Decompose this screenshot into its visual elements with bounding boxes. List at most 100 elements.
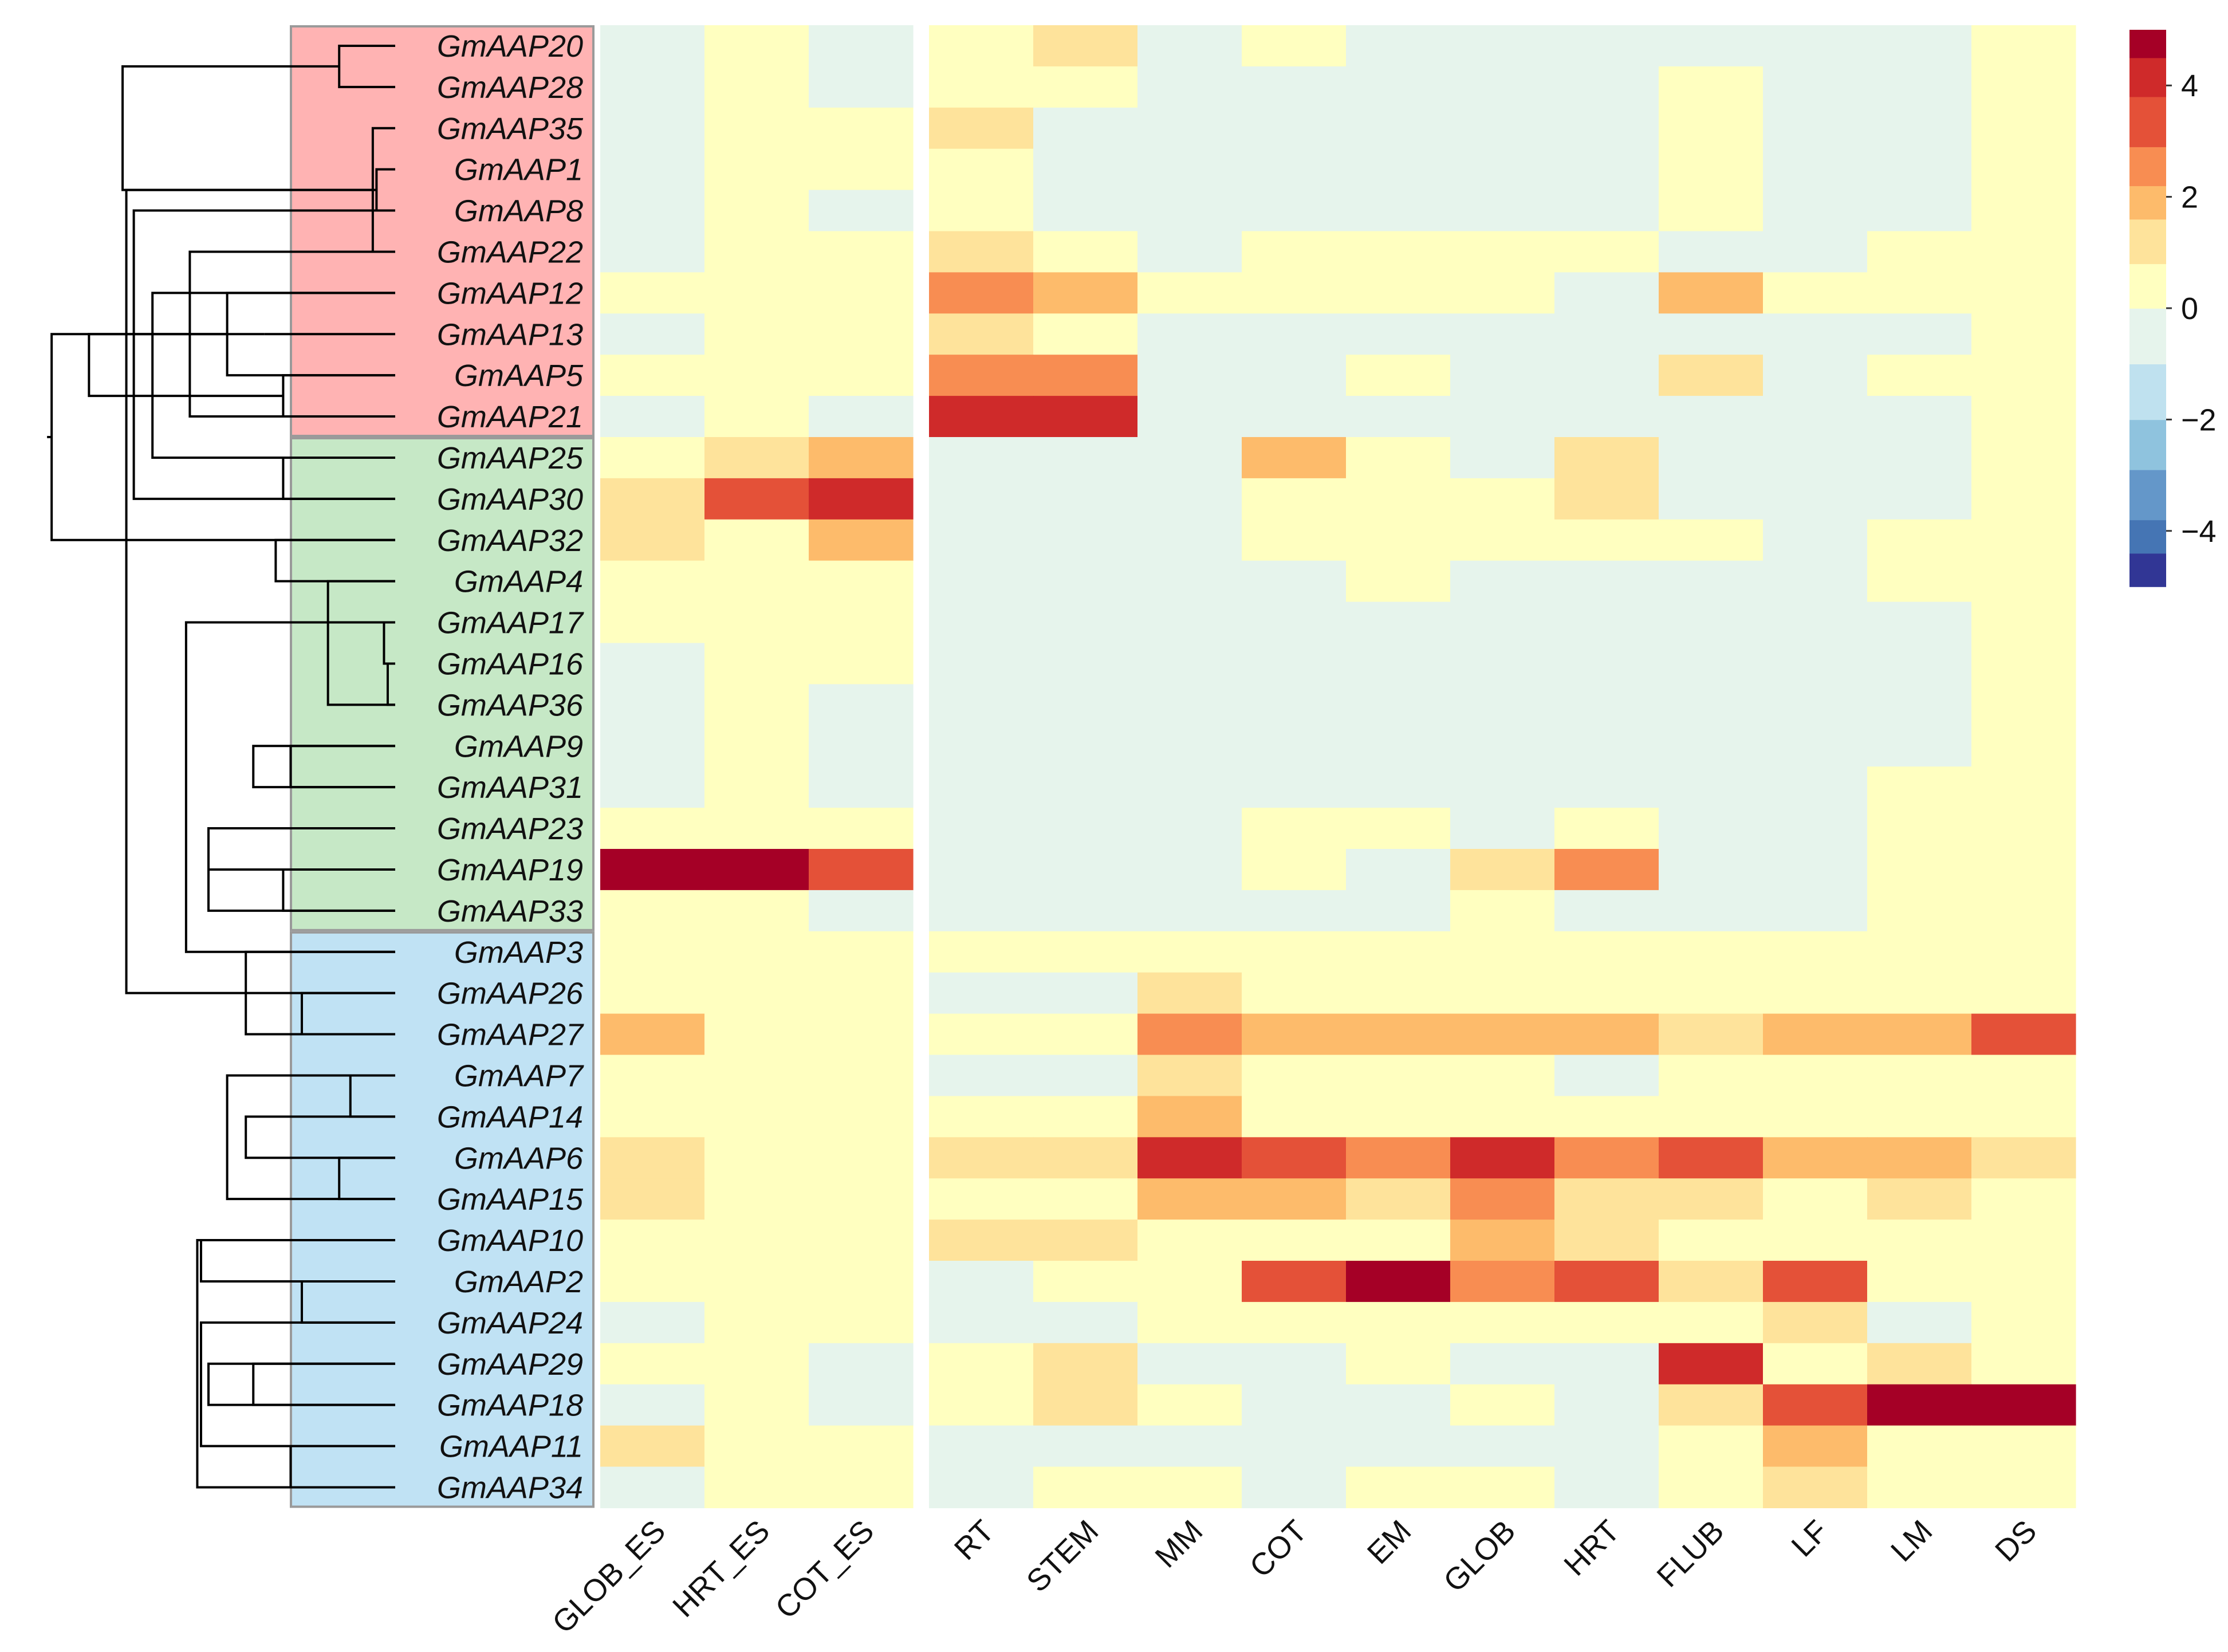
heatmap-cell — [1033, 601, 1138, 644]
heatmap-cell — [1763, 313, 1868, 355]
heatmap-cell — [1763, 1013, 1868, 1056]
heatmap-cell — [1763, 725, 1868, 767]
heatmap-cell — [1346, 437, 1451, 479]
heatmap-cell — [1137, 107, 1242, 150]
clade-box-green — [290, 437, 595, 931]
heatmap-cell — [704, 231, 809, 273]
heatmap-cell — [1763, 766, 1868, 808]
heatmap-cell — [1867, 355, 1972, 396]
dendrogram-branch — [207, 1362, 395, 1406]
heatmap-cell — [1450, 1220, 1555, 1261]
heatmap-cell — [1659, 107, 1763, 150]
heatmap-cell — [809, 1261, 914, 1303]
heatmap-cell — [704, 355, 809, 396]
heatmap-cell — [1346, 1384, 1451, 1426]
heatmap-cell — [1971, 1055, 2076, 1096]
heatmap-cell — [1554, 478, 1659, 520]
heatmap-cell — [704, 643, 809, 685]
heatmap-cell — [1763, 1261, 1868, 1303]
heatmap-cell — [1033, 519, 1138, 561]
heatmap-cell — [1242, 890, 1347, 932]
heatmap-cell — [1554, 396, 1659, 438]
column-label: GLOB_ES — [546, 1513, 672, 1640]
heatmap-cell — [1137, 684, 1242, 726]
heatmap-cell — [1137, 1466, 1242, 1508]
heatmap-cell — [1763, 601, 1868, 644]
heatmap-cell — [1554, 1466, 1659, 1508]
heatmap-cell — [1971, 231, 2076, 273]
heatmap-cell — [809, 766, 914, 808]
heatmap-cell — [1867, 1178, 1972, 1220]
heatmap-cell — [1971, 1220, 2076, 1261]
heatmap-cell — [600, 931, 705, 973]
heatmap-cell — [1659, 766, 1763, 808]
gene-label: GmAAP24 — [437, 1306, 583, 1340]
heatmap-cell — [704, 1384, 809, 1426]
heatmap-cell — [1763, 396, 1868, 438]
heatmap-cell — [1763, 890, 1868, 932]
heatmap-cell — [1554, 808, 1659, 849]
heatmap-cell — [1867, 313, 1972, 355]
clade-boxes — [290, 25, 595, 1508]
heatmap-cell — [1554, 313, 1659, 355]
heatmap-cell — [1659, 560, 1763, 603]
heatmap-cell — [1763, 66, 1868, 108]
heatmap-cell — [704, 313, 809, 355]
heatmap-cell — [600, 725, 705, 767]
heatmap-cell — [704, 684, 809, 726]
heatmap-cell — [809, 684, 914, 726]
heatmap-cell — [1659, 725, 1763, 767]
heatmap-cell — [1867, 396, 1972, 438]
heatmap-cell — [1033, 25, 1138, 67]
heatmap-cell — [929, 1096, 1034, 1138]
heatmap-cell — [1450, 1466, 1555, 1508]
heatmap-cell — [1659, 190, 1763, 232]
heatmap-cell — [1242, 313, 1347, 355]
heatmap-cell — [1867, 1301, 1972, 1344]
heatmap-cell — [1554, 190, 1659, 232]
heatmap-cell — [1554, 1261, 1659, 1303]
gene-label: GmAAP31 — [437, 770, 583, 805]
clade-box-red — [290, 25, 595, 437]
heatmap-cell — [1242, 1261, 1347, 1303]
heatmap-cell — [600, 560, 705, 603]
heatmap-cell — [1867, 25, 1972, 67]
heatmap-cell — [1033, 66, 1138, 108]
heatmap-cell — [1242, 601, 1347, 644]
dendrogram-branch — [151, 292, 395, 459]
gene-labels: GmAAP20 GmAAP28 GmAAP35 GmAAP1 GmAAP8 GmAAP22… — [437, 29, 584, 1505]
heatmap-cell — [1450, 766, 1555, 808]
heatmap-cell — [1137, 478, 1242, 520]
heatmap-cell — [1763, 643, 1868, 685]
heatmap-cell — [1867, 1096, 1972, 1138]
heatmap-cell — [600, 148, 705, 191]
heatmap-cell — [1242, 643, 1347, 685]
legend-color-bin — [2129, 263, 2166, 309]
heatmap-cell — [1554, 931, 1659, 973]
heatmap-cell — [1137, 25, 1242, 67]
heatmap-cell — [1971, 1466, 2076, 1508]
heatmap-cell — [600, 890, 705, 932]
gene-label: GmAAP22 — [437, 235, 583, 269]
heatmap-cell — [1971, 643, 2076, 685]
heatmap-cell — [1450, 1343, 1555, 1385]
heatmap-cell — [1242, 1013, 1347, 1056]
heatmap-cell — [1346, 643, 1451, 685]
heatmap-cell — [1659, 849, 1763, 891]
heatmap-cell — [1450, 519, 1555, 561]
heatmap-cell — [1971, 725, 2076, 767]
heatmap-cell — [704, 601, 809, 644]
heatmap-cell — [809, 849, 914, 891]
heatmap-cell — [1763, 684, 1868, 726]
heatmap-cell — [600, 972, 705, 1014]
legend-tick-label: 4 — [2181, 69, 2198, 103]
heatmap-cell — [809, 601, 914, 644]
heatmap-cell — [1659, 1425, 1763, 1468]
heatmap-cell — [1659, 437, 1763, 479]
heatmap-cell — [1242, 808, 1347, 849]
heatmap-cell — [929, 272, 1034, 314]
heatmap-cell — [1242, 396, 1347, 438]
heatmap-cell — [929, 437, 1034, 479]
heatmap-cell — [809, 1343, 914, 1385]
heatmap-cell — [1346, 396, 1451, 438]
